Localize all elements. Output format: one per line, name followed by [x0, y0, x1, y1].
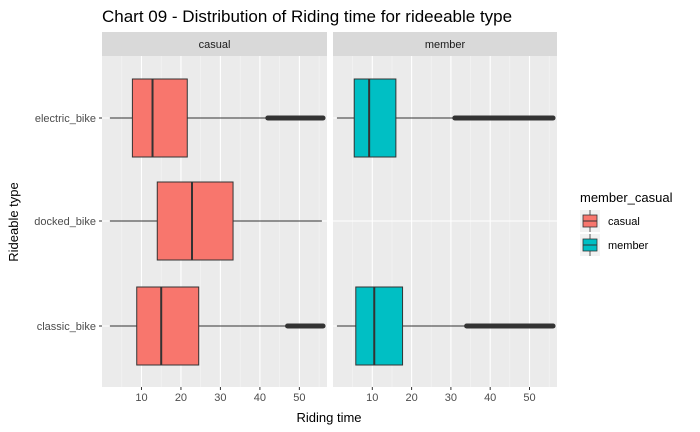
box-member-electric_bike [336, 78, 556, 158]
box-body [353, 78, 397, 158]
legend-label-member: member [608, 240, 649, 252]
strip-label-member: member [425, 39, 466, 51]
y-tick-label-docked_bike: docked_bike [34, 216, 96, 228]
strip-member [333, 32, 557, 56]
box-body [131, 78, 188, 158]
box-member-classic_bike [336, 286, 556, 366]
x-tick-label: 40 [484, 392, 496, 404]
x-tick-label: 50 [523, 392, 535, 404]
strip-casual [102, 32, 327, 56]
legend-key-member [580, 234, 600, 256]
x-tick-label: 20 [405, 392, 417, 404]
box-body [355, 286, 404, 366]
x-tick-label: 10 [366, 392, 378, 404]
strip-label-casual: casual [199, 39, 231, 51]
x-axis-title: Riding time [296, 410, 361, 425]
x-tick-label: 50 [293, 392, 305, 404]
x-tick-label: 30 [445, 392, 457, 404]
legend-title: member_casual [580, 190, 673, 205]
box-body [156, 181, 234, 261]
y-axis-title: Rideable type [6, 182, 21, 262]
box-casual-classic_bike [109, 286, 326, 366]
legend-label-casual: casual [608, 216, 640, 228]
x-tick-label: 40 [254, 392, 266, 404]
box-casual-docked_bike [109, 181, 322, 261]
panel-member: member 10 20 30 40 50 [333, 32, 557, 404]
x-tick-label: 20 [175, 392, 187, 404]
x-tick-label: 30 [214, 392, 226, 404]
y-tick-label-electric_bike: electric_bike [35, 113, 96, 125]
box-body [136, 286, 200, 366]
legend-key-casual [580, 210, 600, 232]
panel-casual: casual 10 20 30 40 50 [102, 32, 327, 404]
x-tick-label: 10 [135, 392, 147, 404]
y-tick-label-classic_bike: classic_bike [37, 321, 96, 333]
box-casual-electric_bike [109, 78, 326, 158]
chart-title: Chart 09 - Distribution of Riding time f… [102, 7, 512, 26]
